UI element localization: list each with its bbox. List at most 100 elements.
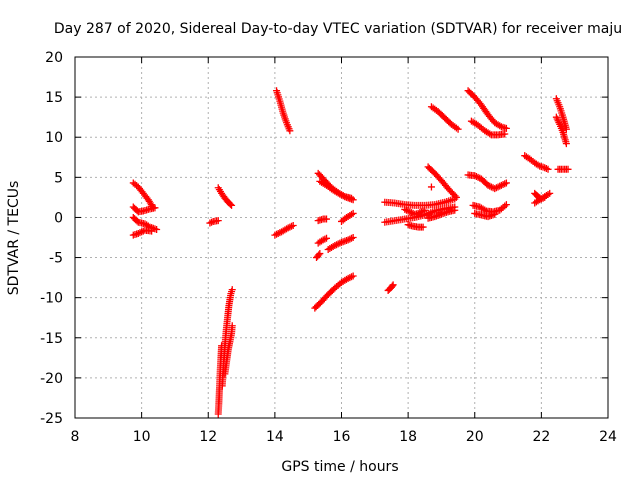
series-seg38 [552,113,570,148]
data-point [541,164,549,172]
data-point [136,229,144,237]
series-seg29 [464,87,510,132]
data-point [347,210,355,218]
data-point [286,127,294,135]
series-seg02 [129,203,159,216]
series-seg09 [221,322,236,378]
data-point [564,165,572,173]
x-tick-label: 8 [71,429,80,445]
data-point [452,124,460,132]
data-point [487,183,495,191]
data-point [451,206,459,214]
x-tick-label: 20 [466,429,484,445]
data-point [334,240,342,248]
series-seg15 [314,234,331,247]
data-point [388,282,396,290]
data-point [338,191,345,199]
data-point [323,234,331,242]
data-point [406,208,414,216]
data-point [323,215,331,223]
data-point [501,180,509,188]
data-point [486,182,494,190]
data-point [474,173,482,181]
data-point [541,193,549,201]
y-tick-label: 20 [45,50,63,66]
y-tick-labels: -25 -20 -15 -10 -5 0 5 10 15 20 [40,50,63,427]
data-point [486,130,494,138]
data-point [502,179,510,187]
data-point [228,286,236,294]
data-point [344,274,352,282]
data-point [321,235,329,243]
data-point [494,183,502,191]
data-point [497,181,505,189]
data-point [214,217,222,225]
data-point [228,201,236,209]
series-seg32 [469,201,510,216]
x-tick-label: 10 [133,429,151,445]
data-point [491,185,499,193]
x-tick-labels: 8 10 12 14 16 18 20 22 24 [71,429,617,445]
series-seg37 [552,95,570,133]
y-tick-label: 5 [54,170,63,186]
series-seg03 [129,213,161,233]
series-seg34 [521,152,552,173]
data-point [288,222,296,230]
series-seg36 [531,189,549,203]
y-tick-label: -25 [40,411,63,427]
data-point [539,194,547,202]
data-point [134,229,142,237]
x-tick-label: 22 [532,429,550,445]
data-point [546,189,554,197]
data-point [273,230,281,238]
data-point [274,229,282,237]
y-tick-label: 10 [45,130,63,146]
data-point [537,195,545,203]
data-point [336,190,344,198]
data-point [404,207,412,215]
data-point [427,183,435,191]
data-point [421,206,429,214]
series-seg16 [313,250,324,262]
data-points [129,87,572,418]
data-point [347,234,355,242]
data-point [502,201,510,209]
data-point [496,182,504,190]
data-point [349,272,357,280]
y-tick-label: -20 [40,371,63,387]
data-point [414,209,422,217]
axis-ticks [74,56,609,419]
data-point [542,165,550,173]
series-seg13 [316,177,357,204]
data-point [208,218,216,226]
data-point [407,209,415,217]
data-point [341,193,349,201]
data-point [346,274,354,282]
series-seg33 [471,209,499,221]
series-seg10 [273,87,294,135]
data-point [499,181,507,189]
data-point [349,234,357,241]
series-seg26 [424,163,460,201]
data-point [151,204,159,212]
series-seg24 [404,221,427,231]
data-point [401,205,409,213]
data-point [416,209,424,217]
data-point [562,125,570,133]
series-seg28 [427,103,462,133]
series-seg11 [271,221,297,239]
series-seg17 [324,234,357,254]
data-point [339,192,347,200]
y-tick-label: -5 [49,251,63,267]
x-tick-label: 24 [599,429,617,445]
data-point [471,172,479,180]
series-seg39 [554,165,572,173]
data-point [148,227,156,235]
series-seg06 [214,184,236,209]
data-point [316,250,324,258]
data-point [484,181,492,189]
data-point [501,202,509,210]
series-seg14 [314,215,331,225]
grid-lines [75,57,608,418]
data-point [452,193,460,201]
